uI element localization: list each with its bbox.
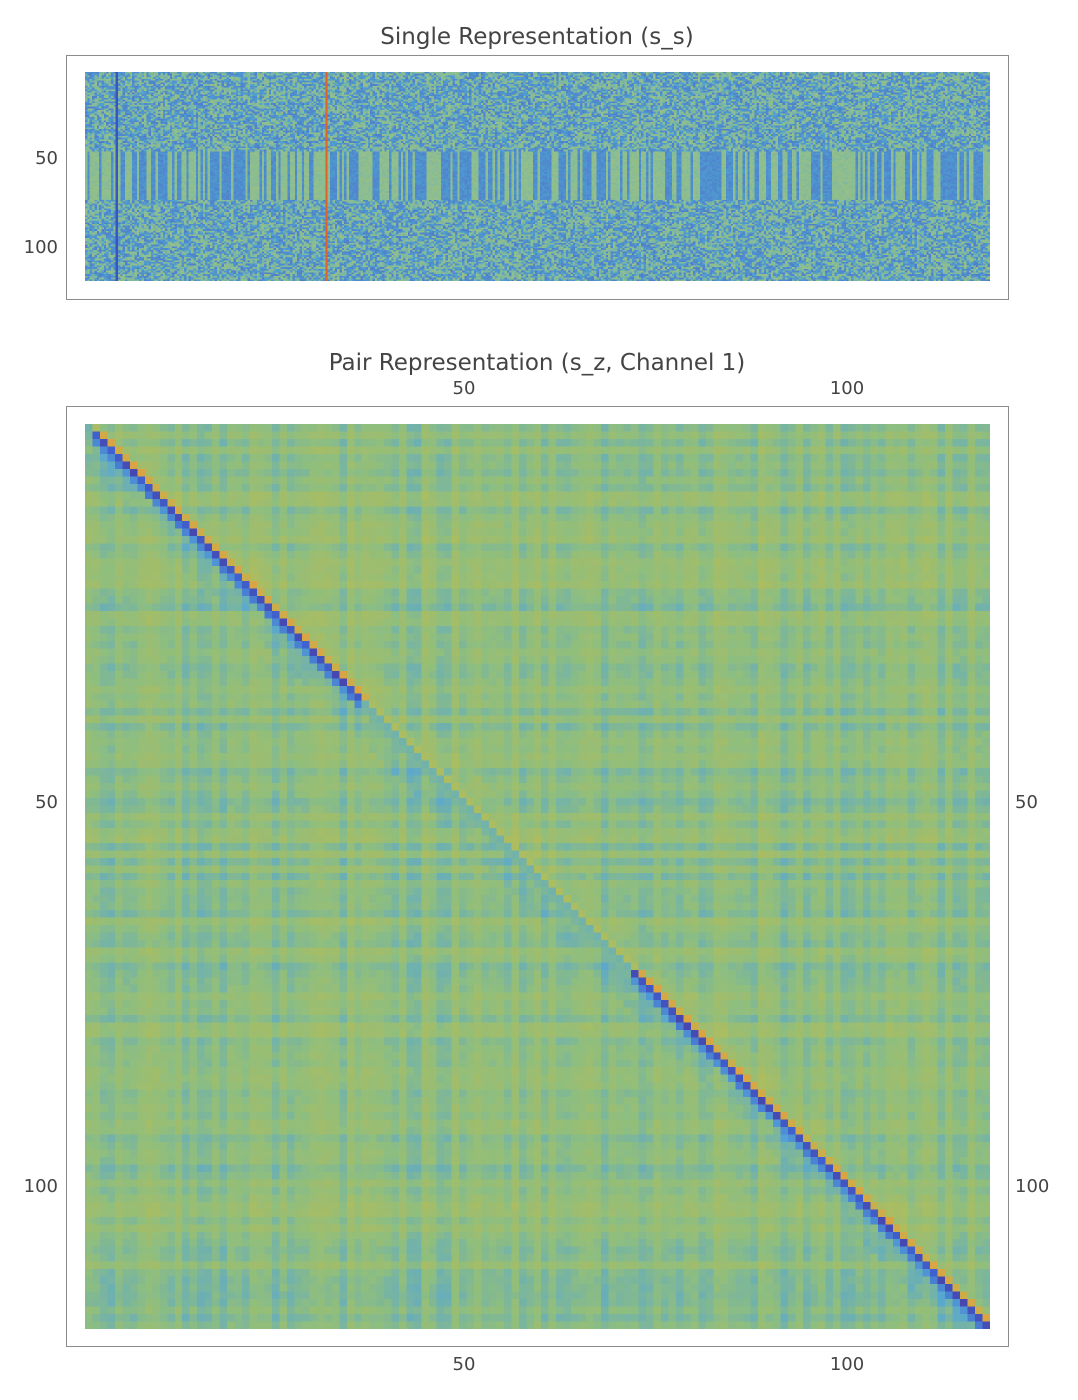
pair-bottom-x-tick-100: 100 bbox=[829, 1354, 865, 1375]
single-y-tick-100: 100 bbox=[23, 237, 58, 258]
single-representation-heatmap bbox=[85, 72, 990, 281]
single-y-tick-50: 50 bbox=[35, 148, 58, 169]
pair-bottom-x-tick-50: 50 bbox=[452, 1354, 476, 1375]
pair-top-x-tick-50: 50 bbox=[452, 378, 476, 399]
pair-right-y-tick-50: 50 bbox=[1015, 792, 1038, 813]
pair-left-y-tick-50: 50 bbox=[35, 792, 58, 813]
pair-representation-title: Pair Representation (s_z, Channel 1) bbox=[328, 350, 746, 376]
pair-top-x-tick-100: 100 bbox=[829, 378, 865, 399]
pair-representation-heatmap bbox=[85, 424, 990, 1329]
single-representation-title: Single Representation (s_s) bbox=[380, 24, 694, 50]
pair-left-y-tick-100: 100 bbox=[23, 1176, 58, 1197]
pair-right-y-tick-100: 100 bbox=[1015, 1176, 1050, 1197]
